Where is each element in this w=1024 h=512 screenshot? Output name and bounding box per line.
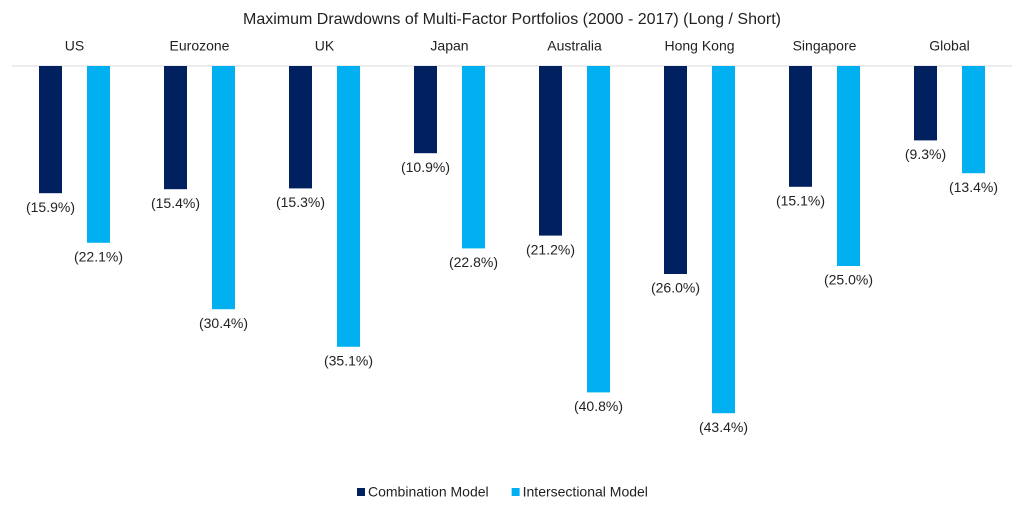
x-tick-label: Japan <box>430 38 468 54</box>
x-tick-label: UK <box>315 38 335 54</box>
value-label: (35.1%) <box>324 353 373 369</box>
x-tick-label: Hong Kong <box>664 38 734 54</box>
value-label: (26.0%) <box>651 280 700 296</box>
value-label: (9.3%) <box>905 146 946 162</box>
bar <box>164 66 187 190</box>
bar <box>587 66 610 393</box>
x-tick-label: Australia <box>547 38 602 54</box>
legend-label: Intersectional Model <box>523 484 648 500</box>
value-label: (25.0%) <box>824 272 873 288</box>
bar <box>87 66 110 243</box>
value-label: (40.8%) <box>574 398 623 414</box>
x-tick-label: US <box>65 38 84 54</box>
x-tick-label: Global <box>929 38 969 54</box>
value-label: (15.1%) <box>776 193 825 209</box>
bar <box>414 66 437 154</box>
value-label: (15.3%) <box>276 194 325 210</box>
bar <box>664 66 687 274</box>
bar <box>837 66 860 266</box>
bar <box>539 66 562 236</box>
value-label: (30.4%) <box>199 315 248 331</box>
bar <box>914 66 937 141</box>
value-label: (15.9%) <box>26 199 75 215</box>
bar <box>289 66 312 189</box>
value-label: (22.1%) <box>74 249 123 265</box>
value-label: (15.4%) <box>151 195 200 211</box>
value-label: (43.4%) <box>699 419 748 435</box>
legend-swatch <box>357 488 365 496</box>
x-tick-label: Singapore <box>793 38 857 54</box>
value-label: (10.9%) <box>401 159 450 175</box>
legend-swatch <box>511 488 520 496</box>
chart-title: Maximum Drawdowns of Multi-Factor Portfo… <box>243 11 781 28</box>
value-label: (22.8%) <box>449 254 498 270</box>
value-label: (13.4%) <box>949 179 998 195</box>
bar <box>39 66 62 194</box>
bar <box>337 66 360 347</box>
bar <box>712 66 735 414</box>
bar <box>212 66 235 310</box>
bar <box>462 66 485 249</box>
value-label: (21.2%) <box>526 241 575 257</box>
legend-label: Combination Model <box>368 484 489 500</box>
bar <box>789 66 812 187</box>
bar <box>962 66 985 174</box>
x-tick-label: Eurozone <box>170 38 230 54</box>
